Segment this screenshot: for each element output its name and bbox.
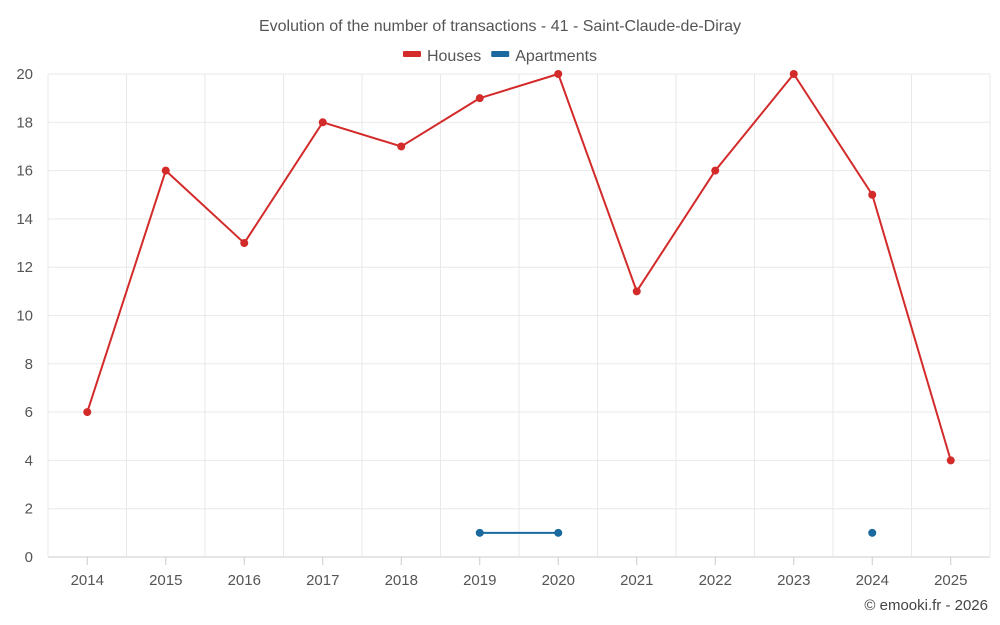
x-tick-label: 2014 [71,572,104,589]
data-point[interactable] [475,94,484,103]
x-tick-label: 2016 [228,572,261,589]
data-point[interactable] [554,70,563,78]
y-tick-label: 18 [16,114,33,131]
series-houses [83,70,955,465]
data-point[interactable] [632,287,641,296]
legend-swatch[interactable] [402,51,421,57]
y-tick-label: 8 [25,356,33,373]
x-tick-label: 2015 [149,572,182,589]
x-axis-ticks: 2014 2015 2016 2017 2018 2019 2020 2021 2022 2023… [71,557,967,589]
data-point[interactable] [868,190,877,199]
series-apartments [475,528,877,537]
data-point[interactable] [789,70,798,78]
data-point[interactable] [318,118,327,127]
y-tick-label: 10 [16,308,33,325]
legend-swatch[interactable] [491,51,510,57]
chart-title: Evolution of the number of transactions … [259,18,741,35]
legend-label: Apartments [515,48,597,65]
x-tick-label: 2020 [542,572,575,589]
y-tick-label: 2 [25,501,33,518]
y-tick-label: 14 [16,211,33,228]
x-tick-label: 2023 [777,572,810,589]
data-point[interactable] [946,456,955,465]
y-axis-ticks: 0 2 4 6 8 10 12 14 16 18 20 [16,66,33,566]
y-tick-label: 16 [16,163,33,180]
y-tick-label: 6 [25,404,33,421]
x-tick-label: 2024 [856,572,889,589]
data-point[interactable] [83,408,92,417]
series-group [83,70,955,537]
credit-text: © emooki.fr - 2026 [864,597,988,614]
data-point[interactable] [240,239,249,248]
x-tick-label: 2025 [934,572,967,589]
y-tick-label: 0 [25,549,33,566]
data-point[interactable] [475,528,484,537]
series-line [86,73,952,461]
data-point[interactable] [161,166,170,175]
x-tick-label: 2022 [699,572,732,589]
y-tick-label: 12 [16,259,33,276]
data-point[interactable] [711,166,720,175]
legend-label: Houses [427,48,481,65]
data-point[interactable] [554,528,563,537]
x-tick-label: 2018 [385,572,418,589]
y-tick-label: 20 [16,66,33,83]
x-tick-label: 2021 [620,572,653,589]
x-tick-label: 2019 [463,572,496,589]
legend: Houses Apartments [402,48,597,65]
data-point[interactable] [868,528,877,537]
grid [47,73,991,558]
x-tick-label: 2017 [306,572,339,589]
data-point[interactable] [397,142,406,151]
y-tick-label: 4 [25,452,33,469]
